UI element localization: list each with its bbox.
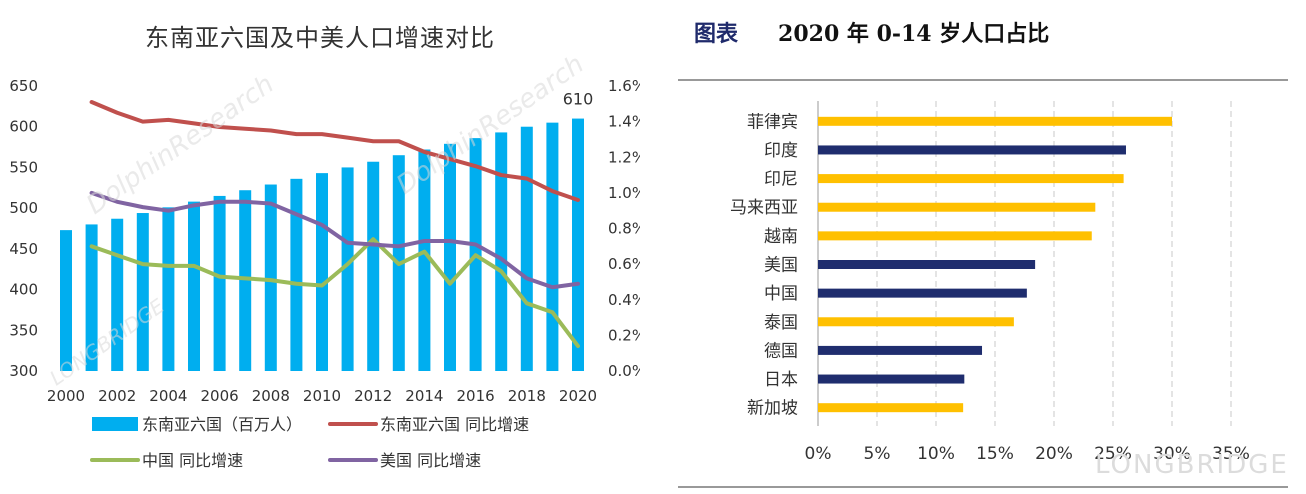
left-chart-svg: 300 350 400 450 500 550 600 650 0.0% 0.2% 0.4% 0.6%… (9, 77, 640, 470)
x-tick-label: 2000 (47, 387, 85, 405)
category-label: 中国 (764, 284, 798, 304)
category-bar (818, 288, 1027, 298)
growth-line-0 (89, 100, 580, 202)
legend-label: 东南亚六国（百万人） (142, 415, 302, 434)
y-right-tick-label: 0.8% (608, 220, 640, 238)
legend-label: 美国 同比增速 (380, 451, 481, 470)
right-chart-panel: 图表 2020 年 0-14 岁人口占比 0% 5% 10% 15% 20% 25% 30% 3… (650, 0, 1306, 494)
category-label: 美国 (764, 256, 798, 276)
population-bar (444, 143, 456, 371)
population-bar (188, 201, 200, 371)
x-tick-label: 2014 (405, 387, 443, 405)
right-chart-tag: 图表 (694, 21, 739, 47)
y-left-tick-label: 450 (9, 240, 38, 258)
x-tick-label: 10% (917, 444, 955, 464)
right-chart-title-text: 2020 年 0-14 岁人口占比 (778, 21, 1050, 47)
category-label: 新加坡 (747, 399, 798, 419)
category-bar (818, 116, 1172, 126)
y-left-tick-label: 500 (9, 199, 38, 217)
category-bar (818, 202, 1096, 212)
y-right-tick-label: 1.4% (608, 113, 640, 131)
population-bar (316, 173, 328, 371)
category-bar (818, 145, 1126, 155)
category-bar (818, 374, 965, 384)
left-chart-panel: 东南亚六国及中美人口增速对比 300 350 400 450 500 550 600 650 0… (0, 0, 640, 494)
y-left-tick-label: 600 (9, 118, 38, 136)
population-bar (367, 161, 380, 371)
x-tick-label: 5% (864, 444, 891, 464)
y-left-tick-label: 350 (9, 321, 38, 339)
x-tick-label: 2006 (201, 387, 239, 405)
category-bar (818, 174, 1124, 184)
population-bar (136, 213, 149, 371)
population-bar (418, 149, 431, 371)
category-bar (818, 260, 1036, 269)
x-tick-label: 2010 (303, 387, 341, 405)
x-tick-label: 30% (1153, 444, 1191, 464)
y-left-tick-label: 300 (9, 362, 38, 380)
x-tick-label: 25% (1094, 444, 1132, 464)
population-bar (213, 195, 226, 371)
category-label: 泰国 (764, 313, 798, 333)
x-tick-label: 2018 (508, 387, 546, 405)
legend-label: 东南亚六国 同比增速 (380, 415, 529, 434)
last-bar-annotation: 610 (563, 90, 594, 109)
category-bar (818, 231, 1092, 241)
population-bar (162, 207, 175, 371)
y-right-tick-label: 1.0% (608, 184, 640, 202)
legend-label: 中国 同比增速 (142, 451, 243, 470)
population-bar (85, 224, 98, 371)
x-tick-label: 2008 (252, 387, 290, 405)
population-bar (239, 190, 252, 371)
x-tick-label: 2002 (98, 387, 136, 405)
population-bar (546, 122, 559, 372)
left-chart-title: 东南亚六国及中美人口增速对比 (145, 24, 495, 52)
population-bar (264, 184, 277, 371)
category-label: 越南 (764, 227, 798, 247)
population-bar (341, 167, 354, 371)
x-tick-label: 0% (805, 444, 832, 464)
x-tick-label: 35% (1212, 444, 1250, 464)
y-right-tick-label: 1.2% (608, 148, 640, 166)
legend-swatch-bar (92, 417, 138, 431)
category-label: 日本 (764, 370, 798, 390)
category-label: 印度 (764, 141, 798, 161)
y-left-tick-label: 550 (9, 158, 38, 176)
y-right-tick-label: 0.2% (608, 326, 640, 344)
category-label: 马来西亚 (730, 198, 798, 218)
x-tick-label: 2004 (149, 387, 187, 405)
growth-line-1 (89, 237, 580, 349)
category-bar (818, 403, 964, 413)
category-label: 菲律宾 (747, 112, 798, 132)
y-right-tick-label: 0.6% (608, 255, 640, 273)
right-chart-title: 图表 2020 年 0-14 岁人口占比 (694, 16, 1049, 48)
x-tick-label: 15% (976, 444, 1014, 464)
x-tick-label: 2012 (354, 387, 392, 405)
y-left-tick-label: 400 (9, 281, 38, 299)
population-bar (572, 118, 584, 371)
x-tick-label: 2020 (559, 387, 597, 405)
y-right-tick-label: 0.4% (608, 291, 640, 309)
category-bar (818, 345, 983, 355)
population-bar (60, 230, 72, 371)
y-right-tick-label: 0.0% (608, 362, 640, 380)
y-left-tick-label: 650 (9, 77, 38, 95)
population-bar (495, 132, 508, 371)
population-bar (520, 126, 533, 371)
growth-line-2 (89, 190, 580, 290)
category-bar (818, 317, 1014, 327)
y-right-tick-label: 1.6% (608, 77, 640, 95)
watermark-right: LONGBRIDGE (1095, 450, 1289, 480)
x-tick-label: 2016 (457, 387, 495, 405)
category-label: 德国 (764, 341, 798, 361)
x-tick-label: 20% (1035, 444, 1073, 464)
right-chart-svg: 0% 5% 10% 15% 20% 25% 30% 35% 菲律宾印度印尼马来西亚越南美国中国泰… (678, 79, 1288, 488)
category-label: 印尼 (764, 170, 798, 190)
population-bar (290, 178, 303, 371)
